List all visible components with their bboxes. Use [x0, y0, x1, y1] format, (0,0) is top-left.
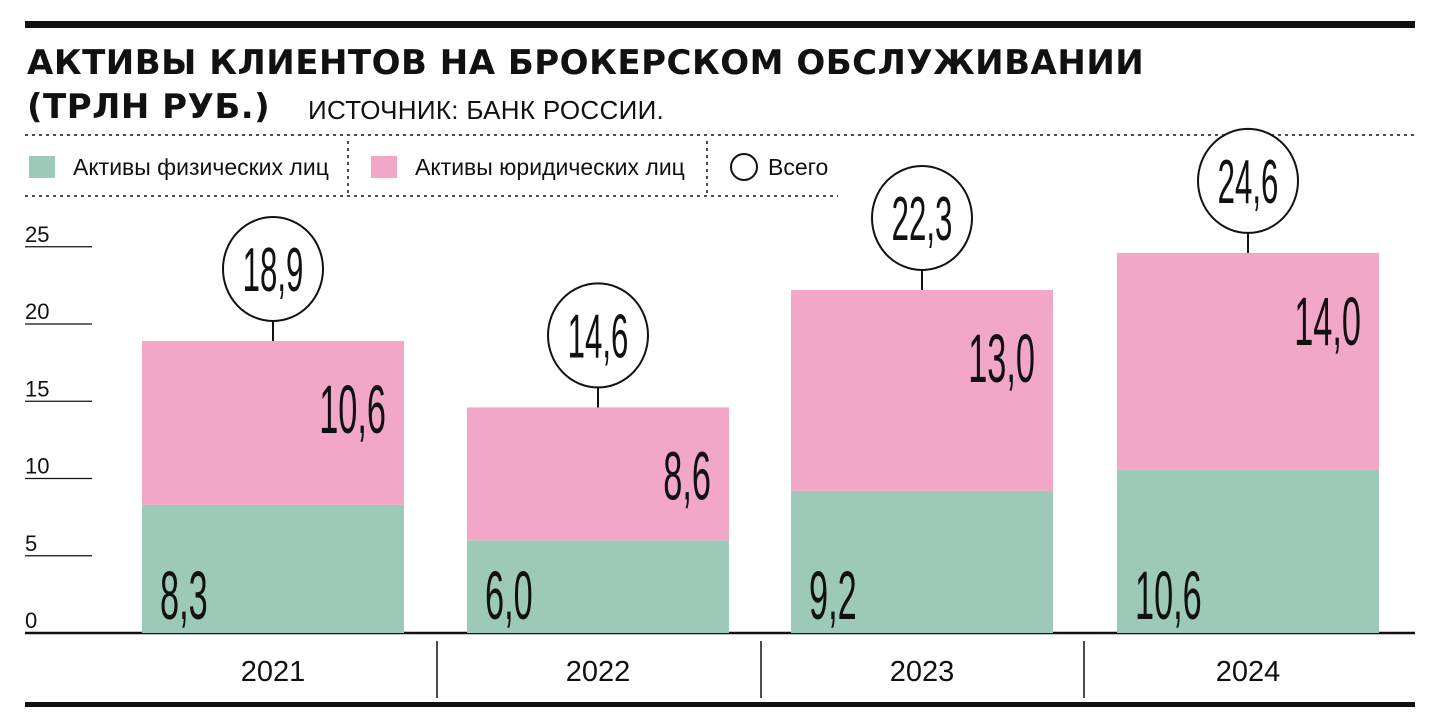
- bar-individuals: [467, 540, 729, 633]
- y-tick-label: 10: [25, 454, 49, 479]
- total-circle: [1197, 127, 1299, 234]
- legend-swatch-legal-entities: [371, 156, 397, 178]
- bar-legal-entities: [142, 340, 404, 505]
- chart-title-line-2: (ТРЛН РУБ.): [27, 87, 271, 127]
- bar-individuals: [1117, 469, 1379, 633]
- source-note: ИСТОЧНИК: БАНК РОССИИ.: [308, 95, 665, 125]
- total-label: 18,9: [243, 237, 304, 305]
- total-circle: [547, 282, 649, 389]
- bar-individuals: [142, 504, 404, 633]
- total-circle: [871, 165, 973, 272]
- y-tick-label: 25: [25, 222, 49, 247]
- data-label-individuals: 10,6: [1135, 558, 1202, 634]
- total-label: 22,3: [892, 186, 953, 254]
- legend-item-legal-entities: Активы юридических лиц: [371, 153, 685, 181]
- top-rule: [25, 21, 1415, 28]
- y-tick-label: 0: [25, 608, 37, 633]
- legend-label-total: Всего: [768, 153, 829, 180]
- bar-legal-entities: [467, 407, 729, 541]
- data-label-legal-entities: 14,0: [1294, 284, 1361, 360]
- data-label-individuals: 6,0: [485, 558, 533, 634]
- data-label-individuals: 8,3: [160, 558, 208, 634]
- total-label: 24,6: [1218, 149, 1279, 217]
- legend-label-individuals: Активы физических лиц: [73, 153, 329, 180]
- legend: Активы физических лиц Активы юридических…: [25, 135, 1415, 197]
- x-category-label: 2023: [890, 656, 955, 688]
- x-category-label: 2024: [1216, 656, 1281, 688]
- data-label-legal-entities: 13,0: [968, 321, 1035, 397]
- x-category-label: 2022: [566, 656, 631, 688]
- total-circle: [222, 215, 324, 322]
- y-tick-label: 15: [25, 376, 49, 401]
- y-tick-label: 5: [25, 531, 37, 556]
- legend-item-individuals: Активы физических лиц: [29, 153, 329, 181]
- legend-label-legal-entities: Активы юридических лиц: [415, 153, 685, 180]
- bar-legal-entities: [1117, 252, 1379, 470]
- legend-circle-total: [730, 153, 758, 181]
- bar-legal-entities: [791, 290, 1053, 491]
- bottom-rule: [25, 702, 1415, 707]
- data-label-legal-entities: 8,6: [663, 439, 711, 515]
- total-label: 14,6: [568, 303, 629, 371]
- data-label-individuals: 9,2: [809, 558, 857, 634]
- y-tick-label: 20: [25, 299, 49, 324]
- legend-item-total: Всего: [730, 153, 828, 181]
- data-label-legal-entities: 10,6: [319, 372, 386, 448]
- x-category-label: 2021: [241, 656, 306, 688]
- chart-title-line-1: АКТИВЫ КЛИЕНТОВ НА БРОКЕРСКОМ ОБСЛУЖИВАН…: [27, 43, 1145, 83]
- bar-individuals: [791, 490, 1053, 633]
- legend-swatch-individuals: [29, 156, 55, 178]
